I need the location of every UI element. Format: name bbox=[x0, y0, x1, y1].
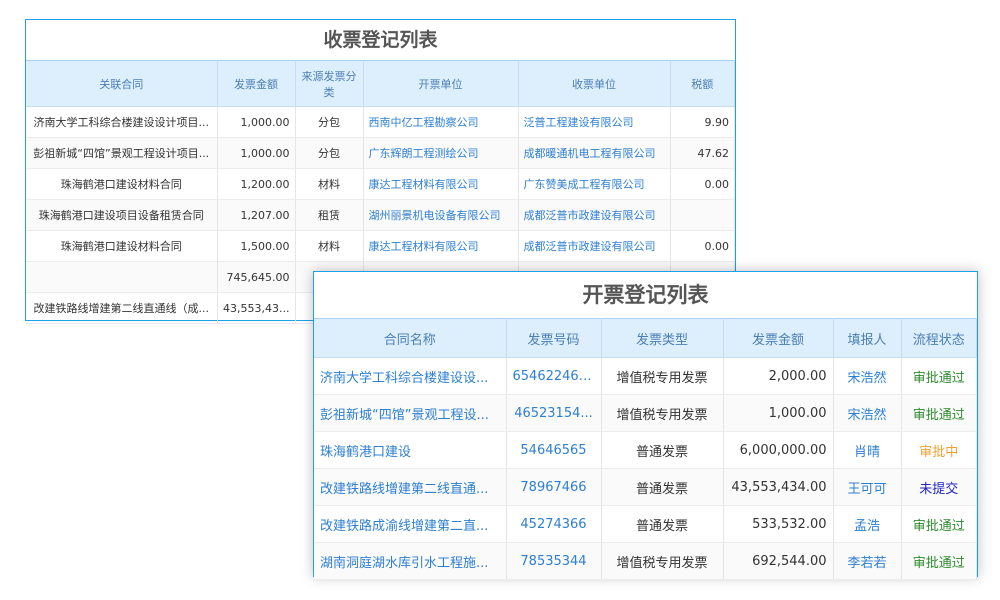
receipt-table: 关联合同 发票金额 来源发票分类 开票单位 收票单位 税额 济南大学工科综合楼建设设计项目.… bbox=[26, 60, 735, 324]
receipt-register-panel: 收票登记列表 关联合同 发票金额 来源发票分类 开票单位 收票单位 税额 济南大学工科综合楼… bbox=[25, 19, 736, 324]
table-cell: 分包 bbox=[295, 106, 364, 138]
table-cell: 改建铁路线增建第二线直通线（成... bbox=[26, 292, 218, 324]
table-cell[interactable]: 湖南洞庭湖水库引水工程施... bbox=[314, 542, 507, 580]
table-cell: 普通发票 bbox=[601, 505, 724, 543]
table-cell: 0.00 bbox=[670, 230, 735, 262]
column-header[interactable]: 发票金额 bbox=[723, 318, 834, 358]
table-cell: 珠海鹤港口建设材料合同 bbox=[26, 168, 218, 200]
table-cell[interactable]: 济南大学工科综合楼建设设... bbox=[314, 357, 507, 395]
table-cell[interactable]: 45274366 bbox=[506, 505, 602, 543]
column-header[interactable]: 来源发票分类 bbox=[295, 60, 364, 107]
column-header[interactable]: 税额 bbox=[670, 60, 735, 107]
status-badge: 审批通过 bbox=[901, 505, 977, 543]
table-cell[interactable]: 成都泛普市政建设有限公司 bbox=[518, 230, 671, 262]
table-row[interactable]: 改建铁路成渝线增建第二直... 45274366 普通发票 533,532.00 孟浩审… bbox=[314, 505, 977, 543]
table-cell: 745,645.00 bbox=[217, 261, 296, 293]
table-cell[interactable]: 西南中亿工程勘察公司 bbox=[363, 106, 519, 138]
table-row[interactable]: 珠海鹤港口建设 54646565 普通发票 6,000,000.00 肖晴 审批中 bbox=[314, 431, 977, 469]
table-cell: 彭祖新城“四馆”景观工程设计项目... bbox=[26, 137, 218, 169]
table-cell: 1,500.00 bbox=[217, 230, 296, 262]
table-row[interactable]: 湖南洞庭湖水库引水工程施... 78535344 增值税专用发票 692,544.00… bbox=[314, 542, 977, 580]
table-cell[interactable]: 珠海鹤港口建设 bbox=[314, 431, 507, 469]
table-cell[interactable]: 王可可 bbox=[833, 468, 902, 506]
table-cell[interactable]: 改建铁路线增建第二线直通... bbox=[314, 468, 507, 506]
table-cell: 1,000.00 bbox=[217, 137, 296, 169]
status-badge: 审批通过 bbox=[901, 394, 977, 432]
table-cell: 珠海鹤港口建设材料合同 bbox=[26, 230, 218, 262]
table-cell[interactable]: 宋浩然 bbox=[833, 357, 902, 395]
table-cell[interactable]: 康达工程材料有限公司 bbox=[363, 230, 519, 262]
table-cell[interactable]: 成都暖通机电工程有限公司 bbox=[518, 137, 671, 169]
table-row[interactable]: 珠海鹤港口建设材料合同 1,500.00 材料 康达工程材料有限公司 成都泛普市政建设有… bbox=[26, 230, 735, 262]
table-cell: 692,544.00 bbox=[723, 542, 834, 580]
table-cell[interactable]: 宋浩然 bbox=[833, 394, 902, 432]
table-row[interactable]: 珠海鹤港口建设项目设备租赁合同 1,207.00 租赁 湖州丽景机电设备有限公司 成都泛… bbox=[26, 199, 735, 231]
table-cell: 1,207.00 bbox=[217, 199, 296, 231]
column-header[interactable]: 开票单位 bbox=[363, 60, 519, 107]
table-cell: 增值税专用发票 bbox=[601, 542, 724, 580]
table-cell[interactable]: 康达工程材料有限公司 bbox=[363, 168, 519, 200]
table-cell: 普通发票 bbox=[601, 431, 724, 469]
table-cell: 珠海鹤港口建设项目设备租赁合同 bbox=[26, 199, 218, 231]
table-row[interactable]: 彭祖新城“四馆”景观工程设计项目... 1,000.00 分包 广东辉朗工程测绘公司成… bbox=[26, 137, 735, 169]
table-cell: 43,553,43... bbox=[217, 292, 296, 324]
column-header[interactable]: 流程状态 bbox=[901, 318, 977, 358]
table-cell: 租赁 bbox=[295, 199, 364, 231]
status-badge: 审批通过 bbox=[901, 357, 977, 395]
table-cell: 分包 bbox=[295, 137, 364, 169]
table-cell[interactable]: 孟浩 bbox=[833, 505, 902, 543]
table-row[interactable]: 珠海鹤港口建设材料合同 1,200.00 材料 康达工程材料有限公司 广东赞美成工程有限… bbox=[26, 168, 735, 200]
table-cell: 增值税专用发票 bbox=[601, 394, 724, 432]
table-row[interactable]: 改建铁路线增建第二线直通... 78967466 普通发票 43,553,434.00… bbox=[314, 468, 977, 506]
table-cell[interactable]: 泛普工程建设有限公司 bbox=[518, 106, 671, 138]
table-cell[interactable]: 46523154... bbox=[506, 394, 602, 432]
table-cell[interactable]: 成都泛普市政建设有限公司 bbox=[518, 199, 671, 231]
table-cell bbox=[670, 199, 735, 231]
invoice-register-title: 开票登记列表 bbox=[582, 283, 709, 307]
column-header[interactable]: 发票号码 bbox=[506, 318, 602, 358]
table-cell: 材料 bbox=[295, 168, 364, 200]
column-header[interactable]: 发票类型 bbox=[601, 318, 724, 358]
table-cell: 0.00 bbox=[670, 168, 735, 200]
table-cell bbox=[26, 261, 218, 293]
table-row[interactable]: 济南大学工科综合楼建设设计项目... 1,000.00 分包 西南中亿工程勘察公司 泛普… bbox=[26, 106, 735, 138]
table-cell: 1,000.00 bbox=[217, 106, 296, 138]
table-cell[interactable]: 6546224652 bbox=[506, 357, 602, 395]
table-cell[interactable]: 54646565 bbox=[506, 431, 602, 469]
table-row[interactable]: 彭祖新城“四馆”景观工程设... 46523154... 增值税专用发票 1,000.… bbox=[314, 394, 977, 432]
receipt-register-title: 收票登记列表 bbox=[323, 29, 438, 51]
status-badge: 审批通过 bbox=[901, 542, 977, 580]
table-row[interactable]: 济南大学工科综合楼建设设... 6546224652 增值税专用发票 2,000.00… bbox=[314, 357, 977, 395]
column-header[interactable]: 收票单位 bbox=[518, 60, 671, 107]
table-cell[interactable]: 改建铁路成渝线增建第二直... bbox=[314, 505, 507, 543]
table-cell: 533,532.00 bbox=[723, 505, 834, 543]
table-cell: 普通发票 bbox=[601, 468, 724, 506]
column-header[interactable]: 发票金额 bbox=[217, 60, 296, 107]
column-header[interactable]: 关联合同 bbox=[26, 60, 218, 107]
status-badge: 未提交 bbox=[901, 468, 977, 506]
status-badge: 审批中 bbox=[901, 431, 977, 469]
table-cell: 6,000,000.00 bbox=[723, 431, 834, 469]
table-cell[interactable]: 肖晴 bbox=[833, 431, 902, 469]
table-cell[interactable]: 78967466 bbox=[506, 468, 602, 506]
column-header[interactable]: 合同名称 bbox=[314, 318, 507, 358]
table-cell: 济南大学工科综合楼建设设计项目... bbox=[26, 106, 218, 138]
table-cell: 1,000.00 bbox=[723, 394, 834, 432]
table-cell[interactable]: 湖州丽景机电设备有限公司 bbox=[363, 199, 519, 231]
table-cell: 2,000.00 bbox=[723, 357, 834, 395]
table-cell[interactable]: 李若若 bbox=[833, 542, 902, 580]
invoice-table: 合同名称 发票号码 发票类型 发票金额 填报人 流程状态 济南大学工科综合楼建设设... 65… bbox=[314, 318, 977, 580]
table-cell[interactable]: 78535344 bbox=[506, 542, 602, 580]
invoice-register-panel: 开票登记列表 合同名称 发票号码 发票类型 发票金额 填报人 流程状态 济南大学工科综合楼建… bbox=[313, 271, 978, 580]
table-cell: 1,200.00 bbox=[217, 168, 296, 200]
table-cell: 47.62 bbox=[670, 137, 735, 169]
table-cell[interactable]: 广东辉朗工程测绘公司 bbox=[363, 137, 519, 169]
table-cell: 43,553,434.00 bbox=[723, 468, 834, 506]
table-cell: 9.90 bbox=[670, 106, 735, 138]
table-cell: 增值税专用发票 bbox=[601, 357, 724, 395]
table-cell[interactable]: 广东赞美成工程有限公司 bbox=[518, 168, 671, 200]
table-cell[interactable]: 彭祖新城“四馆”景观工程设... bbox=[314, 394, 507, 432]
column-header[interactable]: 填报人 bbox=[833, 318, 902, 358]
table-cell: 材料 bbox=[295, 230, 364, 262]
